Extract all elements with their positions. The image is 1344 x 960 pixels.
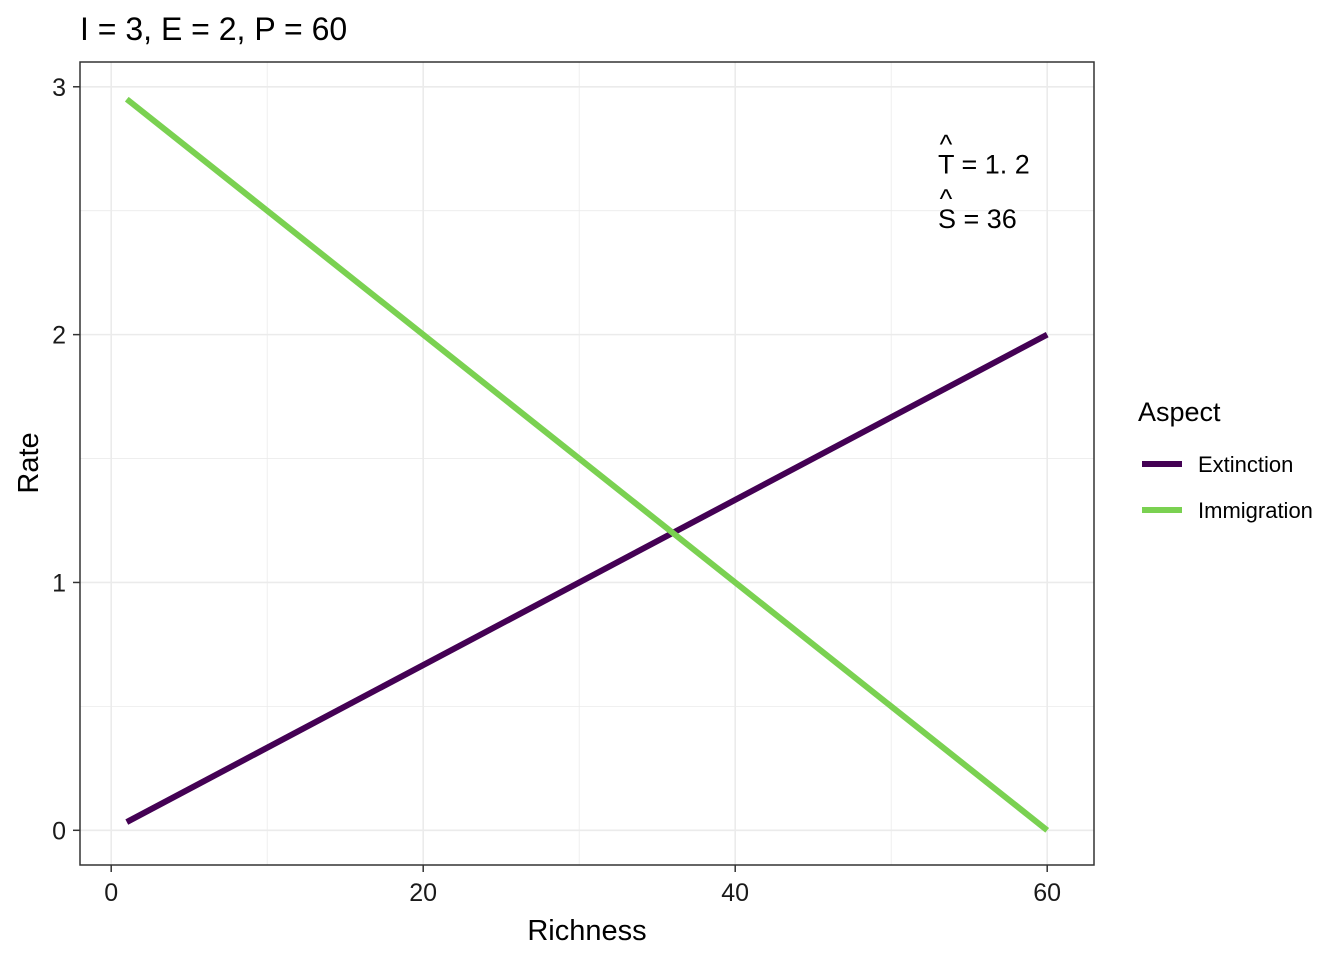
x-tick-label: 60 bbox=[1033, 879, 1061, 907]
series-line-extinction bbox=[125, 331, 1049, 825]
annotation-s-hat: S = 36 bbox=[938, 204, 1017, 234]
series-layer bbox=[124, 96, 1050, 833]
legend-label-extinction: Extinction bbox=[1198, 452, 1293, 477]
chart-title: I = 3, E = 2, P = 60 bbox=[80, 11, 347, 47]
x-tick-label: 40 bbox=[721, 879, 749, 907]
x-axis-title: Richness bbox=[527, 915, 646, 947]
hat-accent: ^ bbox=[940, 184, 953, 214]
annotation-t-hat: T = 1. 2 bbox=[938, 150, 1030, 180]
y-tick-label: 1 bbox=[52, 569, 66, 597]
legend-title: Aspect bbox=[1138, 397, 1221, 427]
axis-ticks: 0 20 40 60 0 1 2 3 bbox=[52, 74, 1061, 907]
hat-accent: ^ bbox=[940, 130, 953, 160]
legend: Aspect Extinction Immigration bbox=[1138, 397, 1313, 523]
x-tick-label: 0 bbox=[104, 879, 118, 907]
y-tick-label: 3 bbox=[52, 74, 66, 102]
legend-label-immigration: Immigration bbox=[1198, 498, 1313, 523]
x-tick-label: 20 bbox=[409, 879, 437, 907]
plot-panel-border bbox=[79, 61, 1095, 866]
y-tick-label: 2 bbox=[52, 322, 66, 350]
series-line-immigration bbox=[124, 96, 1050, 833]
annotations: T = 1. 2^S = 36^ bbox=[938, 130, 1030, 235]
y-axis-title: Rate bbox=[13, 432, 45, 493]
y-tick-label: 0 bbox=[52, 817, 66, 845]
grid bbox=[80, 62, 1094, 865]
